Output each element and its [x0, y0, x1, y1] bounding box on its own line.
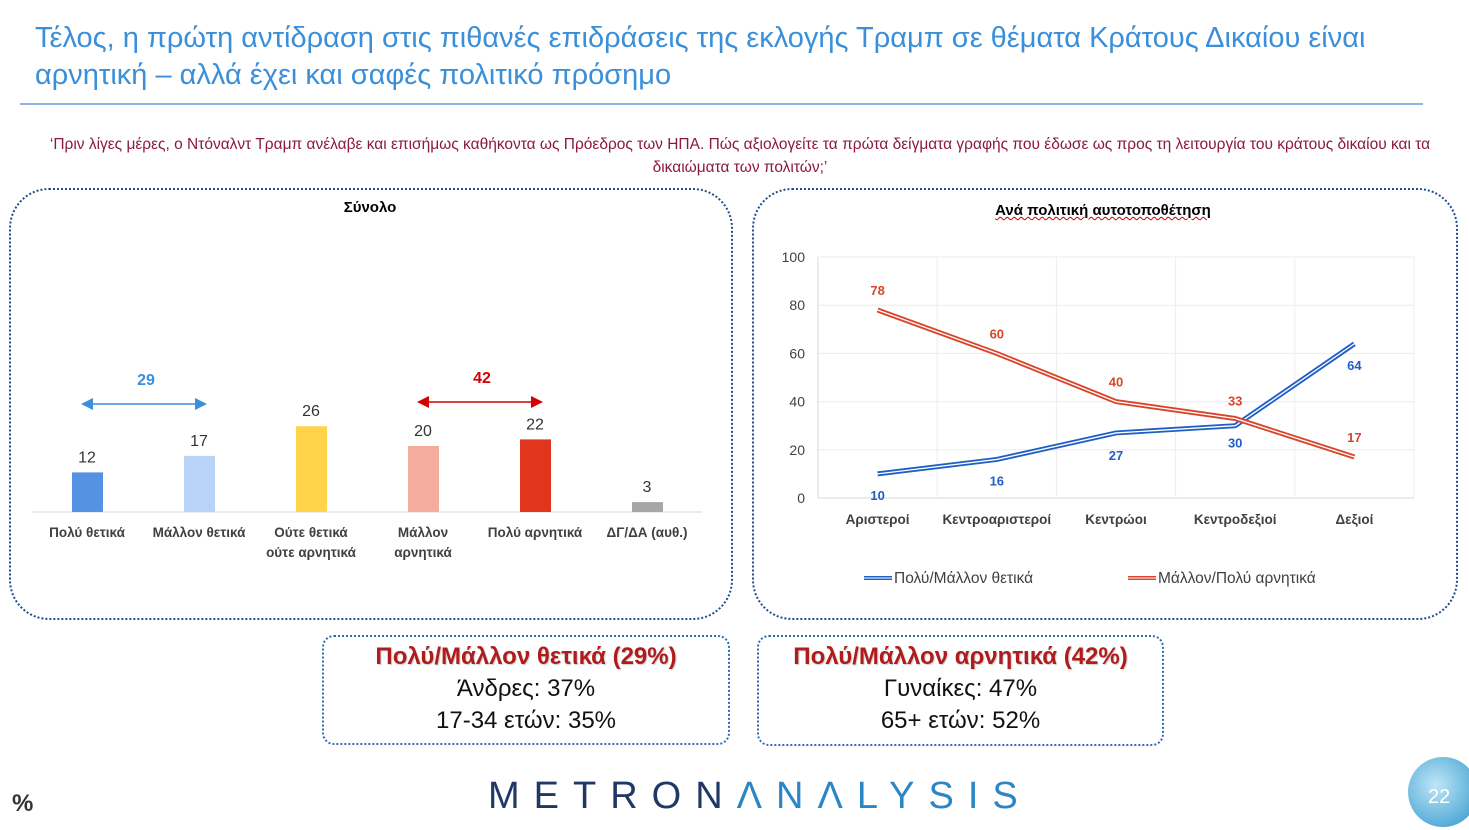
category-label: Πολύ αρνητικά [488, 525, 583, 540]
survey-question: ‘Πριν λίγες μέρες, ο Ντόναλντ Τραμπ ανέλ… [49, 136, 1431, 176]
data-label: 10 [870, 488, 884, 503]
bar [72, 472, 103, 512]
data-label: 16 [990, 473, 1004, 488]
legend-label: Πολύ/Μάλλον θετικά [894, 570, 1033, 587]
y-tick-label: 60 [789, 345, 805, 361]
category-label: ούτε αρνητικά [266, 545, 357, 560]
summary-positive-box: Πολύ/Μάλλον θετικά (29%) Άνδρες: 37% 17-… [322, 635, 730, 745]
data-label: 78 [870, 283, 884, 298]
category-label: Ούτε θετικά [274, 525, 348, 540]
bar [632, 502, 663, 512]
data-label: 27 [1109, 448, 1123, 463]
category-label: ΔΓ/ΔΑ (αυθ.) [607, 525, 688, 540]
bar [520, 439, 551, 512]
x-tick-label: Κεντρώοι [1085, 512, 1147, 527]
bar-chart-panel [9, 188, 733, 620]
bar [296, 426, 327, 512]
bar-value-label: 22 [526, 416, 544, 433]
line-chart-panel [752, 188, 1458, 620]
y-tick-label: 80 [789, 297, 805, 313]
bar-value-label: 26 [302, 403, 320, 420]
category-label: Πολύ θετικά [49, 525, 125, 540]
metron-analysis-logo: METRONΛNΛLYSIS [488, 775, 1032, 818]
bar [184, 455, 215, 512]
category-label: Μάλλον θετικά [153, 525, 246, 540]
summary-line: 65+ ετών: 52% [880, 707, 1041, 734]
summary-line: 17-34 ετών: 35% [436, 707, 616, 734]
x-tick-label: Αριστεροί [846, 512, 910, 527]
title-divider [20, 103, 1423, 105]
category-label: αρνητικά [394, 545, 452, 560]
line-chart-title: Ανά πολιτική αυτοτοποθέτηση [995, 202, 1211, 219]
line-chart: 0 20 40 60 80 100 Αριστεροί Κεντροαριστεροί Κεντ… [782, 249, 1415, 587]
page-number: 22 [1428, 786, 1451, 808]
y-tick-label: 0 [797, 490, 805, 506]
range-total-label: 29 [137, 372, 155, 389]
logo-part: METRON [488, 775, 737, 817]
bar [408, 446, 439, 512]
y-tick-label: 20 [789, 442, 805, 458]
summary-positive-heading: Πολύ/Μάλλον θετικά (29%) [375, 643, 677, 670]
bar-chart-title: Σύνολο [343, 199, 397, 216]
data-label: 64 [1347, 358, 1362, 373]
x-tick-label: Κεντροαριστεροί [942, 512, 1051, 527]
x-tick-label: Κεντροδεξιοί [1194, 512, 1277, 527]
summary-line: Άνδρες: 37% [456, 675, 596, 702]
series-line-inner [877, 309, 1355, 458]
y-tick-label: 40 [789, 394, 805, 410]
data-label: 30 [1228, 436, 1242, 451]
data-label: 17 [1347, 430, 1361, 445]
logo-part: ΛNΛLYSIS [736, 775, 1032, 817]
page-badge [1408, 757, 1469, 827]
summary-negative-heading: Πολύ/Μάλλον αρνητικά (42%) [793, 643, 1128, 670]
series-line-inner [877, 343, 1355, 475]
bar-value-label: 12 [78, 449, 96, 466]
bar-chart: 12 Πολύ θετικά 17 Μάλλον θετικά 26 Ούτε θετικ… [32, 370, 702, 560]
slide-title: Τέλος, η πρώτη αντίδραση στις πιθανές επ… [35, 22, 1366, 91]
category-label: Μάλλον [398, 525, 448, 540]
bar-value-label: 20 [414, 423, 432, 440]
bar-value-label: 17 [190, 433, 208, 450]
summary-negative-box: Πολύ/Μάλλον αρνητικά (42%) Γυναίκες: 47%… [757, 635, 1164, 746]
range-total-label: 42 [473, 370, 491, 387]
data-label: 40 [1109, 375, 1123, 390]
legend-label: Μάλλον/Πολύ αρνητικά [1158, 570, 1316, 587]
y-tick-label: 100 [782, 249, 806, 265]
x-tick-label: Δεξιοί [1335, 512, 1373, 527]
data-label: 33 [1228, 393, 1242, 408]
unit-label: % [12, 790, 34, 817]
data-label: 60 [990, 326, 1004, 341]
summary-line: Γυναίκες: 47% [883, 675, 1038, 702]
bar-value-label: 3 [643, 479, 652, 496]
